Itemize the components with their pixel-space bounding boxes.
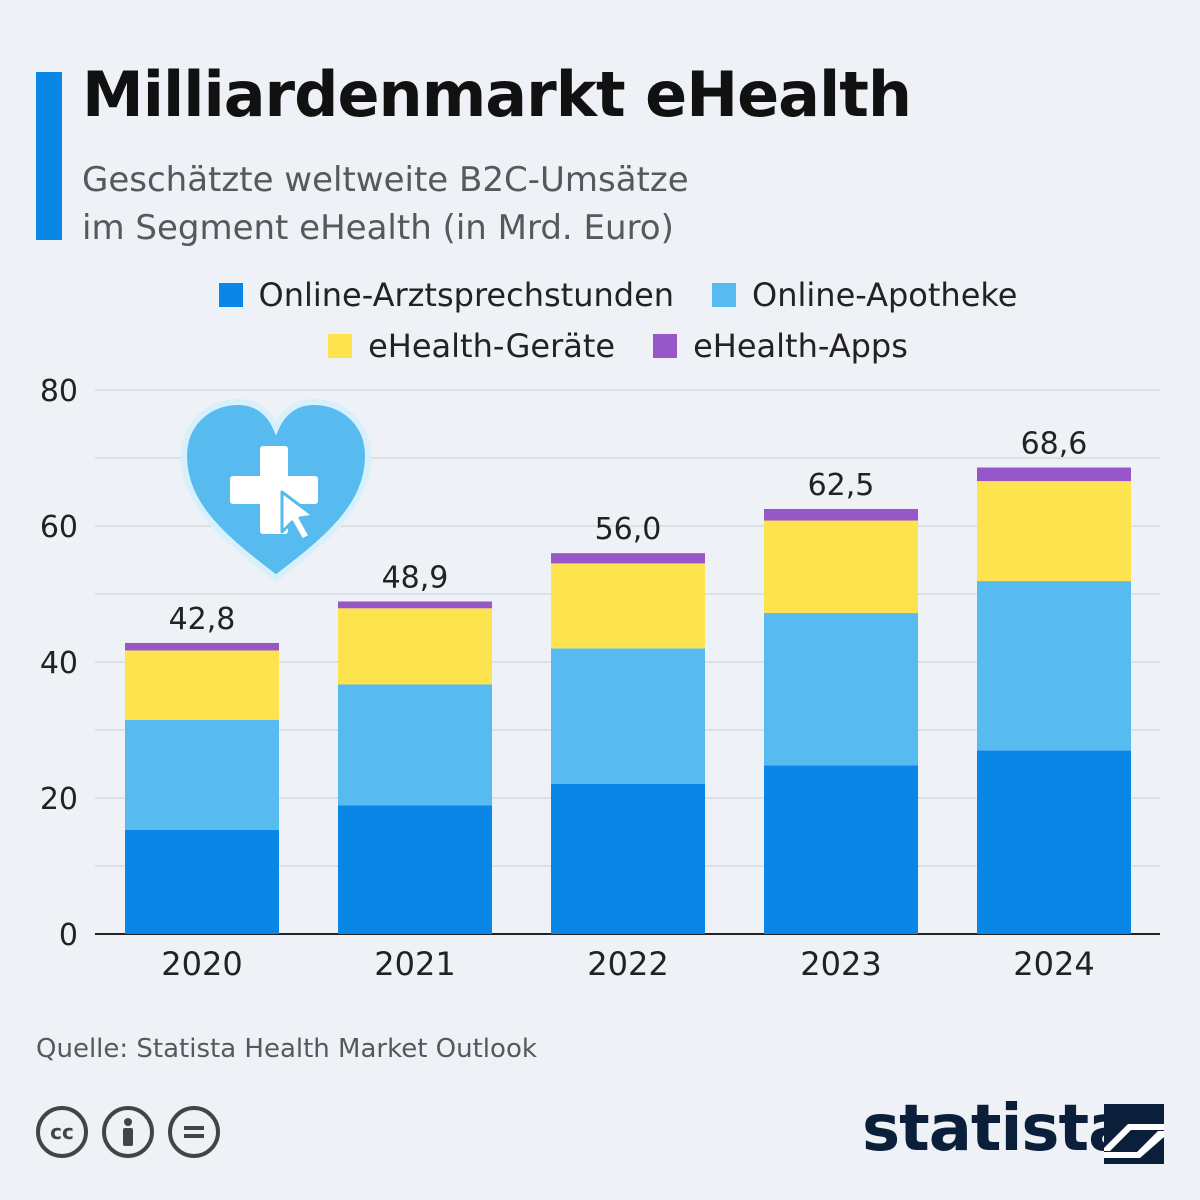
bar-segment-online-arztsprechstunden-2024 bbox=[977, 750, 1131, 934]
y-tick-label: 0 bbox=[59, 918, 78, 953]
license-icons: cc bbox=[36, 1106, 220, 1158]
legend-swatch-ehealth-geraete bbox=[328, 334, 353, 358]
bar-segment-ehealth-apps-2021 bbox=[338, 601, 492, 609]
legend-swatch-online-arztsprechstunden bbox=[218, 283, 243, 307]
source-note: Quelle: Statista Health Market Outlook bbox=[36, 1034, 537, 1064]
bar-segment-online-apotheke-2023 bbox=[764, 613, 918, 766]
bar-segment-ehealth-ger-te-2021 bbox=[338, 608, 492, 685]
stacked-bar-chart: 0 20 40 60 80 42,8 2020 48,9 2021 56,0 2022 62,5 202… bbox=[40, 374, 1160, 983]
bar-segment-ehealth-apps-2024 bbox=[977, 467, 1131, 482]
bar-segment-ehealth-apps-2020 bbox=[125, 642, 279, 651]
x-tick-label-2022: 2022 bbox=[587, 945, 668, 983]
x-tick-label-2024: 2024 bbox=[1013, 945, 1094, 983]
heart-plus-icon bbox=[180, 398, 372, 582]
bars-layer bbox=[125, 467, 1131, 934]
bar-segment-online-arztsprechstunden-2023 bbox=[764, 765, 918, 934]
x-tick-label-2021: 2021 bbox=[374, 945, 455, 983]
bar-segment-online-apotheke-2022 bbox=[551, 648, 705, 784]
legend-item-ehealth-geraete: eHealth-Geräte bbox=[328, 327, 615, 365]
y-tick-label: 60 bbox=[40, 510, 78, 545]
total-label-2022: 56,0 bbox=[595, 512, 662, 547]
accent-bar bbox=[36, 72, 62, 240]
bar-segment-ehealth-ger-te-2020 bbox=[125, 650, 279, 720]
total-label-2024: 68,6 bbox=[1021, 427, 1088, 462]
statista-logo-text[interactable]: statista bbox=[862, 1092, 1131, 1166]
y-tick-label: 40 bbox=[40, 646, 78, 681]
page-title: Milliardenmarkt eHealth bbox=[82, 58, 912, 131]
y-tick-label: 80 bbox=[40, 374, 78, 409]
total-label-2020: 42,8 bbox=[169, 602, 236, 637]
bar-segment-ehealth-ger-te-2022 bbox=[551, 563, 705, 649]
bar-segment-ehealth-ger-te-2023 bbox=[764, 520, 918, 614]
legend-swatch-online-apotheke bbox=[712, 283, 737, 307]
labels-layer: 0 20 40 60 80 42,8 2020 48,9 2021 56,0 2022 62,5 202… bbox=[40, 374, 1095, 983]
bar-segment-ehealth-ger-te-2024 bbox=[977, 481, 1131, 582]
bar-segment-online-arztsprechstunden-2022 bbox=[551, 783, 705, 934]
bar-segment-online-apotheke-2020 bbox=[125, 719, 279, 830]
legend-item-online-apotheke: Online-Apotheke bbox=[712, 276, 1017, 314]
attribution-icon[interactable] bbox=[102, 1106, 154, 1158]
bar-segment-online-apotheke-2024 bbox=[977, 581, 1131, 751]
legend-swatch-ehealth-apps bbox=[653, 334, 678, 358]
bar-segment-online-apotheke-2021 bbox=[338, 684, 492, 806]
subtitle-line-2: im Segment eHealth (in Mrd. Euro) bbox=[82, 208, 674, 248]
total-label-2021: 48,9 bbox=[382, 560, 449, 595]
x-tick-label-2020: 2020 bbox=[161, 945, 242, 983]
bar-segment-ehealth-apps-2022 bbox=[551, 553, 705, 564]
bar-segment-online-arztsprechstunden-2021 bbox=[338, 805, 492, 934]
cursor-icon bbox=[280, 490, 316, 542]
total-label-2023: 62,5 bbox=[808, 468, 875, 503]
no-derivatives-icon[interactable] bbox=[168, 1106, 220, 1158]
legend-label-online-arztsprechstunden: Online-Arztsprechstunden bbox=[258, 276, 675, 314]
legend-label-ehealth-geraete: eHealth-Geräte bbox=[368, 327, 616, 365]
x-tick-label-2023: 2023 bbox=[800, 945, 881, 983]
legend-label-ehealth-apps: eHealth-Apps bbox=[693, 327, 908, 365]
legend-label-online-apotheke: Online-Apotheke bbox=[752, 276, 1018, 314]
creative-commons-icon[interactable]: cc bbox=[36, 1106, 88, 1158]
bar-segment-online-arztsprechstunden-2020 bbox=[125, 829, 279, 934]
legend-row-2: eHealth-Geräte eHealth-Apps bbox=[18, 327, 1200, 365]
subtitle-line-1: Geschätzte weltweite B2C-Umsätze bbox=[82, 160, 689, 200]
legend-item-ehealth-apps: eHealth-Apps bbox=[653, 327, 908, 365]
y-tick-label: 20 bbox=[40, 782, 78, 817]
statista-logo-icon bbox=[1104, 1104, 1164, 1164]
legend-row-1: Online-Arztsprechstunden Online-Apotheke bbox=[18, 276, 1200, 314]
subtitle: Geschätzte weltweite B2C-Umsätze im Segm… bbox=[82, 156, 882, 252]
legend-item-online-arztsprechstunden: Online-Arztsprechstunden bbox=[218, 276, 675, 314]
bar-segment-ehealth-apps-2023 bbox=[764, 509, 918, 521]
